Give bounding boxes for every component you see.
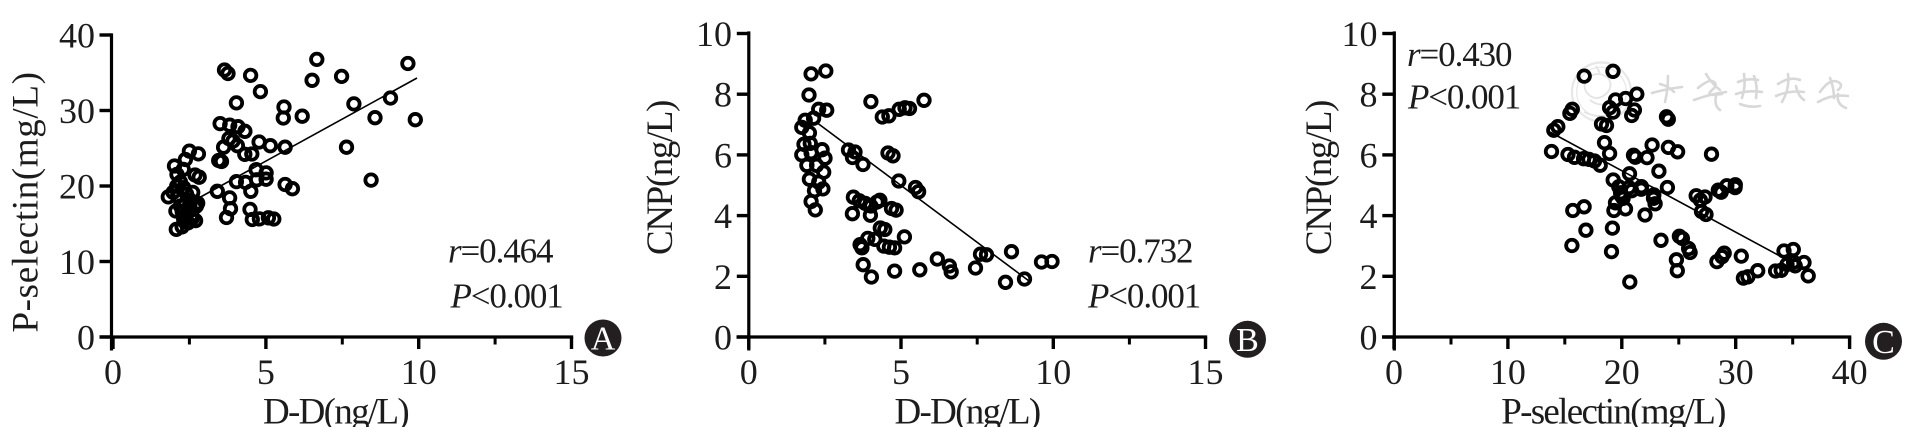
svg-text:40: 40 (1832, 352, 1868, 392)
svg-text:5: 5 (257, 352, 275, 392)
svg-text:10: 10 (1490, 352, 1526, 392)
svg-text:B: B (1236, 322, 1259, 359)
svg-text:0: 0 (1385, 352, 1403, 392)
svg-text:2: 2 (1360, 257, 1378, 297)
svg-text:D-D(ng/L): D-D(ng/L) (263, 392, 408, 427)
svg-text:A: A (591, 321, 616, 358)
svg-text:10: 10 (696, 14, 732, 54)
svg-text:10: 10 (59, 242, 95, 282)
svg-text:30: 30 (59, 91, 95, 131)
svg-text:40: 40 (59, 16, 95, 56)
svg-text:4: 4 (1360, 196, 1378, 236)
svg-text:0: 0 (104, 352, 122, 392)
svg-text:2: 2 (714, 257, 732, 297)
svg-text:10: 10 (401, 352, 437, 392)
svg-text:20: 20 (59, 167, 95, 207)
svg-text:P<0.001: P<0.001 (450, 277, 563, 316)
svg-text:CNP(ng/L): CNP(ng/L) (1299, 101, 1340, 255)
svg-text:0: 0 (714, 318, 732, 358)
svg-text:r=0.464: r=0.464 (448, 232, 553, 271)
svg-text:6: 6 (714, 135, 732, 175)
svg-text:6: 6 (1360, 135, 1378, 175)
svg-text:D-D(ng/L): D-D(ng/L) (895, 392, 1040, 427)
svg-text:30: 30 (1718, 352, 1754, 392)
svg-text:P-selectin(mg/L): P-selectin(mg/L) (1501, 392, 1725, 427)
svg-text:0: 0 (1360, 318, 1378, 358)
svg-text:8: 8 (714, 75, 732, 115)
svg-text:4: 4 (714, 196, 732, 236)
svg-text:10: 10 (1035, 352, 1071, 392)
svg-text:0: 0 (77, 318, 95, 358)
svg-text:8: 8 (1360, 75, 1378, 115)
svg-text:15: 15 (1188, 352, 1224, 392)
svg-text:P<0.001: P<0.001 (1087, 277, 1200, 316)
svg-text:P<0.001: P<0.001 (1407, 78, 1520, 117)
svg-text:10: 10 (1342, 14, 1378, 54)
svg-text:r=0.430: r=0.430 (1407, 35, 1512, 74)
svg-text:0: 0 (740, 352, 758, 392)
svg-text:20: 20 (1604, 352, 1640, 392)
svg-text:P-selectin(mg/L): P-selectin(mg/L) (6, 71, 47, 332)
svg-text:CNP(ng/L): CNP(ng/L) (640, 101, 681, 255)
svg-text:15: 15 (554, 352, 590, 392)
svg-text:C: C (1872, 324, 1895, 361)
svg-text:r=0.732: r=0.732 (1088, 232, 1192, 271)
svg-text:5: 5 (892, 352, 910, 392)
